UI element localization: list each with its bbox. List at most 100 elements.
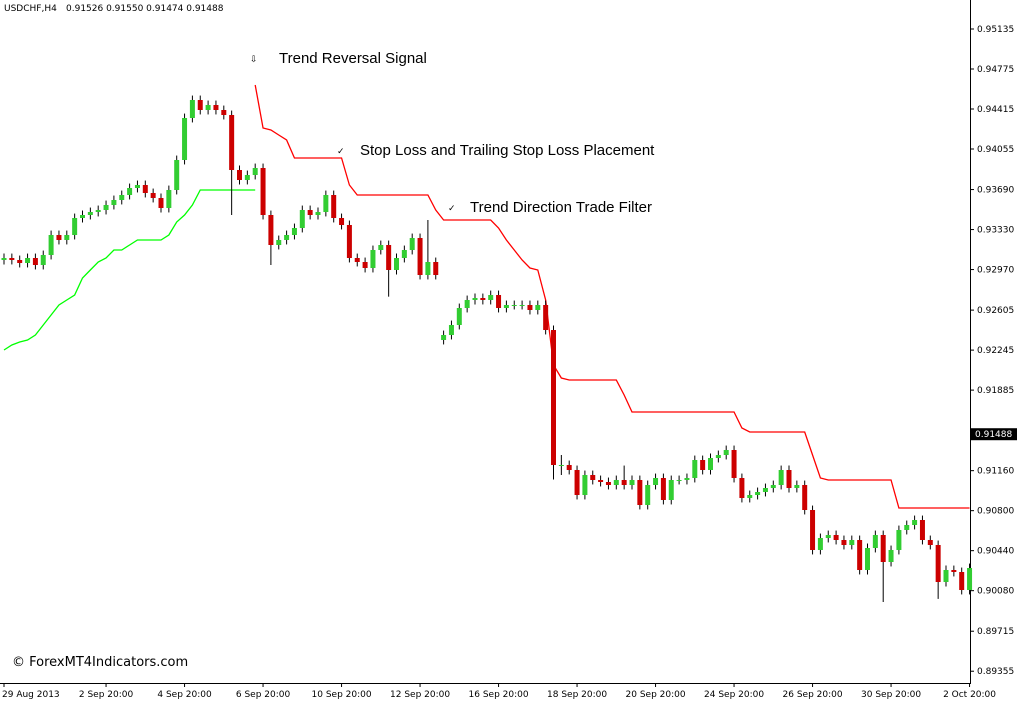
price-tag: 0.91488 xyxy=(975,430,1012,440)
candle-body xyxy=(959,572,965,590)
candle-body xyxy=(503,305,509,308)
candle-body xyxy=(362,262,368,268)
candle-body xyxy=(394,258,399,270)
candle-body xyxy=(237,170,242,180)
candle-body xyxy=(9,258,15,260)
check-icon: ✓ xyxy=(337,147,345,157)
candle-body xyxy=(511,305,517,306)
candle-body xyxy=(260,168,266,215)
candle-body xyxy=(723,450,729,455)
candle-body xyxy=(715,455,721,458)
y-tick-label: 0.89715 xyxy=(977,627,1014,637)
candle-body xyxy=(441,335,447,340)
candle-body xyxy=(778,470,784,485)
candle-body xyxy=(409,238,415,250)
candle-body xyxy=(660,478,666,500)
candle-body xyxy=(307,210,313,215)
candle-body xyxy=(158,198,164,208)
indicator-line xyxy=(254,84,970,509)
candle-body xyxy=(943,570,949,582)
candle-body xyxy=(496,295,502,308)
y-tick-label: 0.89355 xyxy=(977,667,1014,677)
y-tick-label: 0.91885 xyxy=(977,386,1014,396)
candle-body xyxy=(378,245,384,250)
y-tick-label: 0.90440 xyxy=(977,547,1014,557)
copyright: © ForexMT4Indicators.com xyxy=(12,655,188,670)
candle-body xyxy=(668,480,674,500)
candle-body xyxy=(527,305,533,310)
candle-body xyxy=(339,218,345,225)
symbol: USDCHF,H4 xyxy=(4,4,57,14)
candle-body xyxy=(786,470,792,488)
candle-body xyxy=(739,478,745,498)
candle-body xyxy=(676,480,682,481)
candle-body xyxy=(841,540,847,545)
candle-body xyxy=(268,215,274,245)
candle-body xyxy=(535,305,541,310)
candle-body xyxy=(448,325,454,335)
y-tick-label: 0.91160 xyxy=(977,467,1014,477)
candle-body xyxy=(480,298,486,300)
candle-body xyxy=(103,205,109,210)
candle-body xyxy=(755,492,761,495)
candle-body xyxy=(794,485,800,488)
y-tick-label: 0.92970 xyxy=(977,266,1014,276)
candle-body xyxy=(574,470,580,495)
x-tick-label: 20 Sep 20:00 xyxy=(626,690,686,700)
x-tick-label: 12 Sep 20:00 xyxy=(390,690,450,700)
y-tick-label: 0.93330 xyxy=(977,226,1014,236)
candle-body xyxy=(150,193,156,198)
y-tick-label: 0.92245 xyxy=(977,346,1014,356)
candle-body xyxy=(111,200,117,205)
candle-body xyxy=(519,305,525,306)
candle-body xyxy=(323,195,329,212)
candle-body xyxy=(880,535,886,562)
x-tick-label: 16 Sep 20:00 xyxy=(469,690,529,700)
candle-body xyxy=(621,480,627,485)
x-tick-label: 10 Sep 20:00 xyxy=(312,690,372,700)
candle-body xyxy=(653,478,659,485)
candle-body xyxy=(64,235,70,240)
candle-body xyxy=(464,300,470,308)
candle-body xyxy=(189,100,195,118)
candle-body xyxy=(205,105,211,110)
candle-body xyxy=(87,212,93,215)
price-tag-bg xyxy=(971,428,1017,441)
candle-body xyxy=(386,245,392,270)
candle-body xyxy=(425,262,431,275)
candle-body xyxy=(692,460,698,478)
candle-body xyxy=(56,235,62,240)
candle-body xyxy=(762,488,768,492)
annotation: Trend Reversal Signal xyxy=(279,50,427,67)
candle-body xyxy=(967,568,973,590)
candle-body xyxy=(645,485,651,505)
candle-body xyxy=(291,228,297,235)
candle-body xyxy=(629,480,635,485)
candle-body xyxy=(770,485,776,488)
candle-body xyxy=(731,450,737,478)
candle-body xyxy=(417,238,423,275)
candle-body xyxy=(912,520,918,525)
candle-body xyxy=(825,535,831,538)
candle-body xyxy=(1,258,7,260)
candle-body xyxy=(229,115,235,170)
x-tick-label: 30 Sep 20:00 xyxy=(861,690,921,700)
candle-body xyxy=(299,210,305,228)
candle-body xyxy=(551,330,556,465)
candle-body xyxy=(182,118,188,160)
candle-body xyxy=(315,212,321,215)
candle-body xyxy=(244,175,250,180)
candle-body xyxy=(456,308,462,325)
candle-body xyxy=(346,225,352,258)
candle-body xyxy=(708,458,713,470)
reversal-arrow-icon: ⇩ xyxy=(250,55,258,65)
y-tick-label: 0.95135 xyxy=(977,25,1014,35)
annotation: Stop Loss and Trailing Stop Loss Placeme… xyxy=(360,142,655,159)
candle-body xyxy=(370,250,376,268)
candle-body xyxy=(284,235,290,240)
candle-body xyxy=(896,530,902,550)
candle-body xyxy=(401,250,407,258)
candle-body xyxy=(80,215,85,218)
